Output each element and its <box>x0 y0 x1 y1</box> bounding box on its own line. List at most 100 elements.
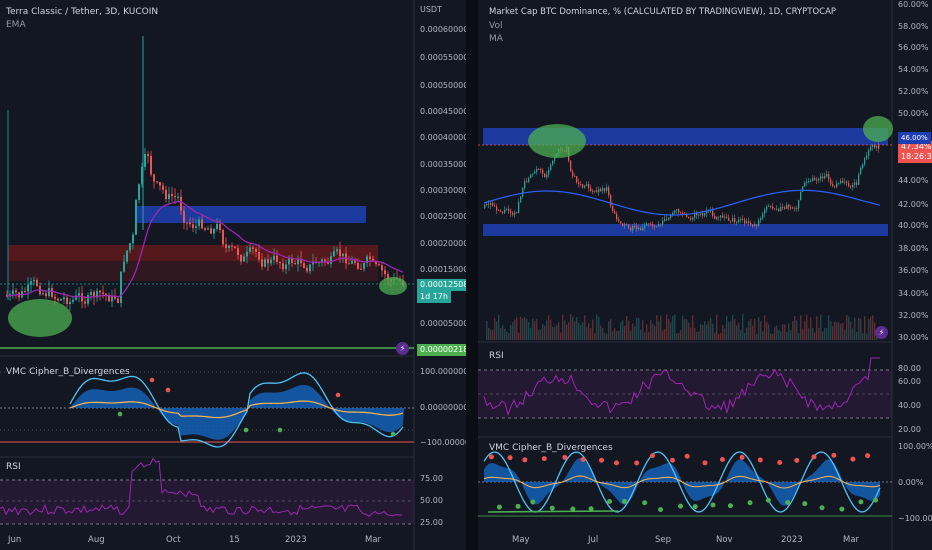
left-candle <box>366 256 368 263</box>
left-candle <box>63 297 65 299</box>
right-price-tick: 40.00% <box>898 221 929 230</box>
left-candle <box>144 154 146 167</box>
right-volume-bar <box>672 315 674 340</box>
right-volume-bar <box>756 333 758 340</box>
left-candle <box>159 182 161 186</box>
right-volume-bar <box>496 321 498 340</box>
right-candle <box>694 212 696 218</box>
left-candle <box>375 261 377 265</box>
right-candle <box>548 170 550 175</box>
right-vmc-buy-dot <box>530 499 536 505</box>
right-candle <box>716 216 718 219</box>
left-candle <box>282 263 284 270</box>
right-vmc-buy-dot <box>658 507 664 513</box>
left-candle <box>231 245 233 247</box>
right-vmc-buy-dot <box>496 504 502 510</box>
left-candle <box>96 290 98 298</box>
right-volume-bar <box>578 322 580 340</box>
right-volume-bar <box>660 315 662 340</box>
right-candle <box>528 177 530 183</box>
right-vmc-buy-dot <box>873 497 879 503</box>
left-chart-canvas[interactable] <box>0 0 466 550</box>
left-red-zone <box>8 245 378 261</box>
left-candle <box>114 295 116 299</box>
right-volume-bar <box>644 332 646 340</box>
right-volume-bar <box>638 317 640 340</box>
left-candle <box>141 166 143 185</box>
right-volume-bar <box>590 328 592 340</box>
left-candle <box>228 245 230 249</box>
left-candle <box>183 210 185 223</box>
right-candle <box>754 224 756 227</box>
right-candle <box>502 211 504 213</box>
left-price-tick: 0.00060000 <box>420 25 469 34</box>
right-candle <box>670 214 672 218</box>
right-volume-bar <box>620 322 622 340</box>
right-volume-bar <box>658 320 660 340</box>
left-bolt-icon[interactable]: ⚡ <box>396 342 409 355</box>
right-volume-bar <box>844 329 846 340</box>
right-volume-bar <box>798 333 800 340</box>
right-candle <box>608 187 610 196</box>
right-price-tick: 60.00% <box>898 0 929 9</box>
right-volume-bar <box>632 323 634 340</box>
right-highlight-ellipse-2 <box>863 116 893 142</box>
left-candle <box>174 196 176 198</box>
right-chart-canvas[interactable] <box>478 0 932 550</box>
right-volume-bar <box>572 316 574 340</box>
left-vmc-title: VMC Cipher_B_Divergences <box>6 367 130 377</box>
right-candle <box>530 174 532 178</box>
left-low-tag: 0.00000218 <box>417 344 472 356</box>
right-volume-bar <box>712 323 714 340</box>
left-candle <box>192 224 194 228</box>
right-vmc-buy-dot <box>621 498 627 504</box>
left-price-tick: 0.00025000 <box>420 212 469 221</box>
left-rsi-title: RSI <box>6 462 21 472</box>
right-chart-pane[interactable]: Market Cap BTC Dominance, % (CALCULATED … <box>478 0 932 550</box>
right-volume-bar <box>704 321 706 340</box>
right-volume-bar <box>752 325 754 340</box>
right-vmc-buy-dot <box>747 500 753 506</box>
right-volume-bar <box>580 325 582 340</box>
left-highlight-ellipse-2 <box>379 277 407 295</box>
right-vmc-money-flow <box>483 475 881 489</box>
left-price-tick: 0.00005000 <box>420 319 469 328</box>
right-candle <box>868 150 870 156</box>
right-x-jul: Jul <box>588 535 599 545</box>
left-candle <box>198 219 200 227</box>
right-candle <box>590 187 592 192</box>
right-candle <box>676 209 678 211</box>
right-price-tick: 42.00% <box>898 200 929 209</box>
left-candle <box>90 292 92 296</box>
right-volume-bar <box>668 319 670 340</box>
right-candle <box>524 181 526 189</box>
right-candle <box>706 211 708 214</box>
right-candle <box>638 228 640 230</box>
right-bolt-icon[interactable]: ⚡ <box>875 326 888 339</box>
right-vmc-buy-dot <box>606 498 612 504</box>
right-vmc-divergence-line <box>487 510 619 513</box>
right-volume-bar <box>616 330 618 340</box>
right-volume-bar <box>872 315 874 340</box>
right-volume-bar <box>866 333 868 340</box>
right-last-value-tag: 47.34% <box>898 141 932 153</box>
right-volume-bar <box>796 320 798 340</box>
right-volume-bar <box>530 327 532 340</box>
pane-divider[interactable] <box>466 0 478 550</box>
left-currency-label: USDT <box>420 5 442 14</box>
left-candle <box>120 271 122 304</box>
right-vmc-sell-dot <box>831 452 837 458</box>
right-candle <box>650 223 652 225</box>
right-vmc-buy-dot <box>858 499 864 505</box>
right-volume-bar <box>634 326 636 340</box>
left-countdown-tag: 1d 17h <box>417 291 451 303</box>
left-candle <box>126 250 128 262</box>
right-volume-bar <box>500 328 502 340</box>
left-candle <box>213 229 215 234</box>
right-candle <box>580 184 582 185</box>
right-candle <box>588 184 590 188</box>
left-chart-pane[interactable]: Terra Classic / Tether, 3D, KUCOIN EMA U… <box>0 0 485 550</box>
right-volume-bar <box>724 328 726 340</box>
right-volume-bar <box>682 315 684 340</box>
right-candle <box>512 213 514 215</box>
